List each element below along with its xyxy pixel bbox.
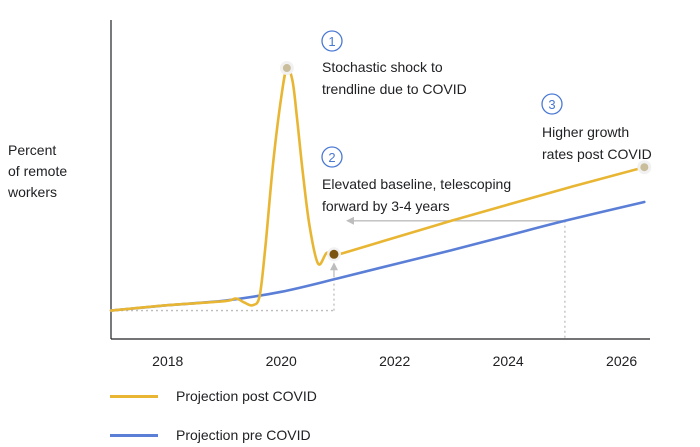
- y-axis-label: Percent of remote workers: [8, 140, 108, 203]
- annotation-text: rates post COVID: [542, 146, 652, 162]
- x-tick-label: 2018: [152, 353, 183, 369]
- x-tick-label: 2022: [379, 353, 410, 369]
- annotation-badge: [321, 146, 343, 168]
- annotation-badge: [321, 30, 343, 52]
- annotation-text: trendline due to COVID: [322, 81, 467, 97]
- annotation-text: Higher growth: [542, 124, 629, 140]
- legend-swatch-pre-covid: [110, 433, 158, 437]
- annotation-badge: [541, 93, 563, 115]
- data-point: [282, 64, 291, 73]
- annotation-text: Stochastic shock to: [322, 59, 443, 75]
- legend-item-post-covid: Projection post COVID: [110, 386, 317, 406]
- annotation-number: 3: [548, 97, 555, 112]
- data-point: [640, 163, 649, 172]
- legend-swatch-post-covid: [110, 394, 158, 398]
- legend-label-post-covid: Projection post COVID: [176, 388, 317, 404]
- legend-label-pre-covid: Projection pre COVID: [176, 427, 311, 443]
- x-tick-label: 2024: [493, 353, 524, 369]
- annotation-number: 1: [328, 34, 335, 49]
- data-point: [329, 249, 339, 259]
- annotation-number: 2: [328, 150, 335, 165]
- y-axis-label-line: workers: [8, 184, 58, 200]
- annotation-text: forward by 3-4 years: [322, 198, 450, 214]
- x-tick-label: 2020: [266, 353, 297, 369]
- series-line-post-covid: [109, 66, 646, 312]
- y-axis-label-line: Percent: [8, 142, 57, 158]
- y-axis-label-line: of remote: [8, 163, 68, 179]
- x-tick-label: 2026: [606, 353, 637, 369]
- annotation-text: Elevated baseline, telescoping: [322, 176, 511, 192]
- legend-item-pre-covid: Projection pre COVID: [110, 425, 311, 445]
